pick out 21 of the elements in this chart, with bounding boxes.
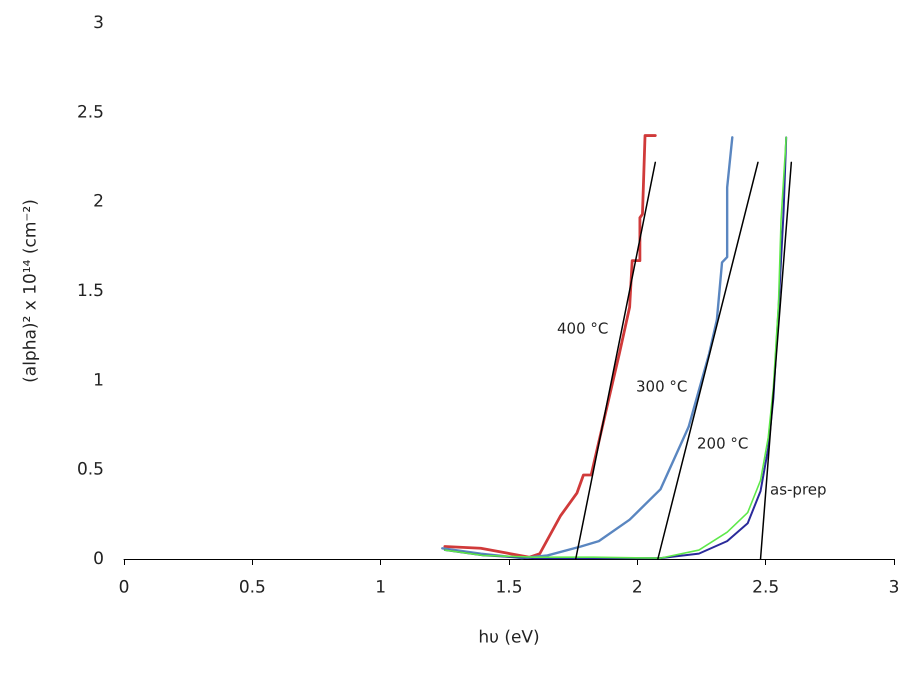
line-series — [441, 136, 734, 560]
y-tick-label: 3 — [93, 13, 104, 33]
x-tick-label: 2 — [632, 578, 643, 598]
annotation: 300 °C — [636, 378, 688, 396]
y-tick-label: 0.5 — [76, 460, 104, 480]
y-axis-title: (alpha)² x 10¹⁴ (cm⁻²) — [20, 199, 40, 383]
y-tick-label: 2.5 — [76, 102, 104, 122]
y-tick-label: 1.5 — [76, 281, 104, 301]
annotation: 400 °C — [557, 320, 608, 338]
x-tick-label: 2.5 — [752, 578, 780, 598]
x-axis-title: hυ (eV) — [478, 628, 540, 648]
x-tick-label: 1 — [375, 578, 386, 598]
y-tick-label: 0 — [93, 549, 104, 569]
x-tick-label: 3 — [888, 578, 900, 598]
y-tick-label: 2 — [93, 192, 104, 212]
x-tick-label: 0 — [118, 578, 130, 598]
y-tick-label: 1 — [93, 370, 104, 390]
x-tick-label: 0.5 — [238, 578, 266, 598]
x-tick-label: 1.5 — [495, 578, 523, 598]
annotation: 200 °C — [697, 434, 748, 452]
annotation: as-prep — [770, 480, 827, 498]
